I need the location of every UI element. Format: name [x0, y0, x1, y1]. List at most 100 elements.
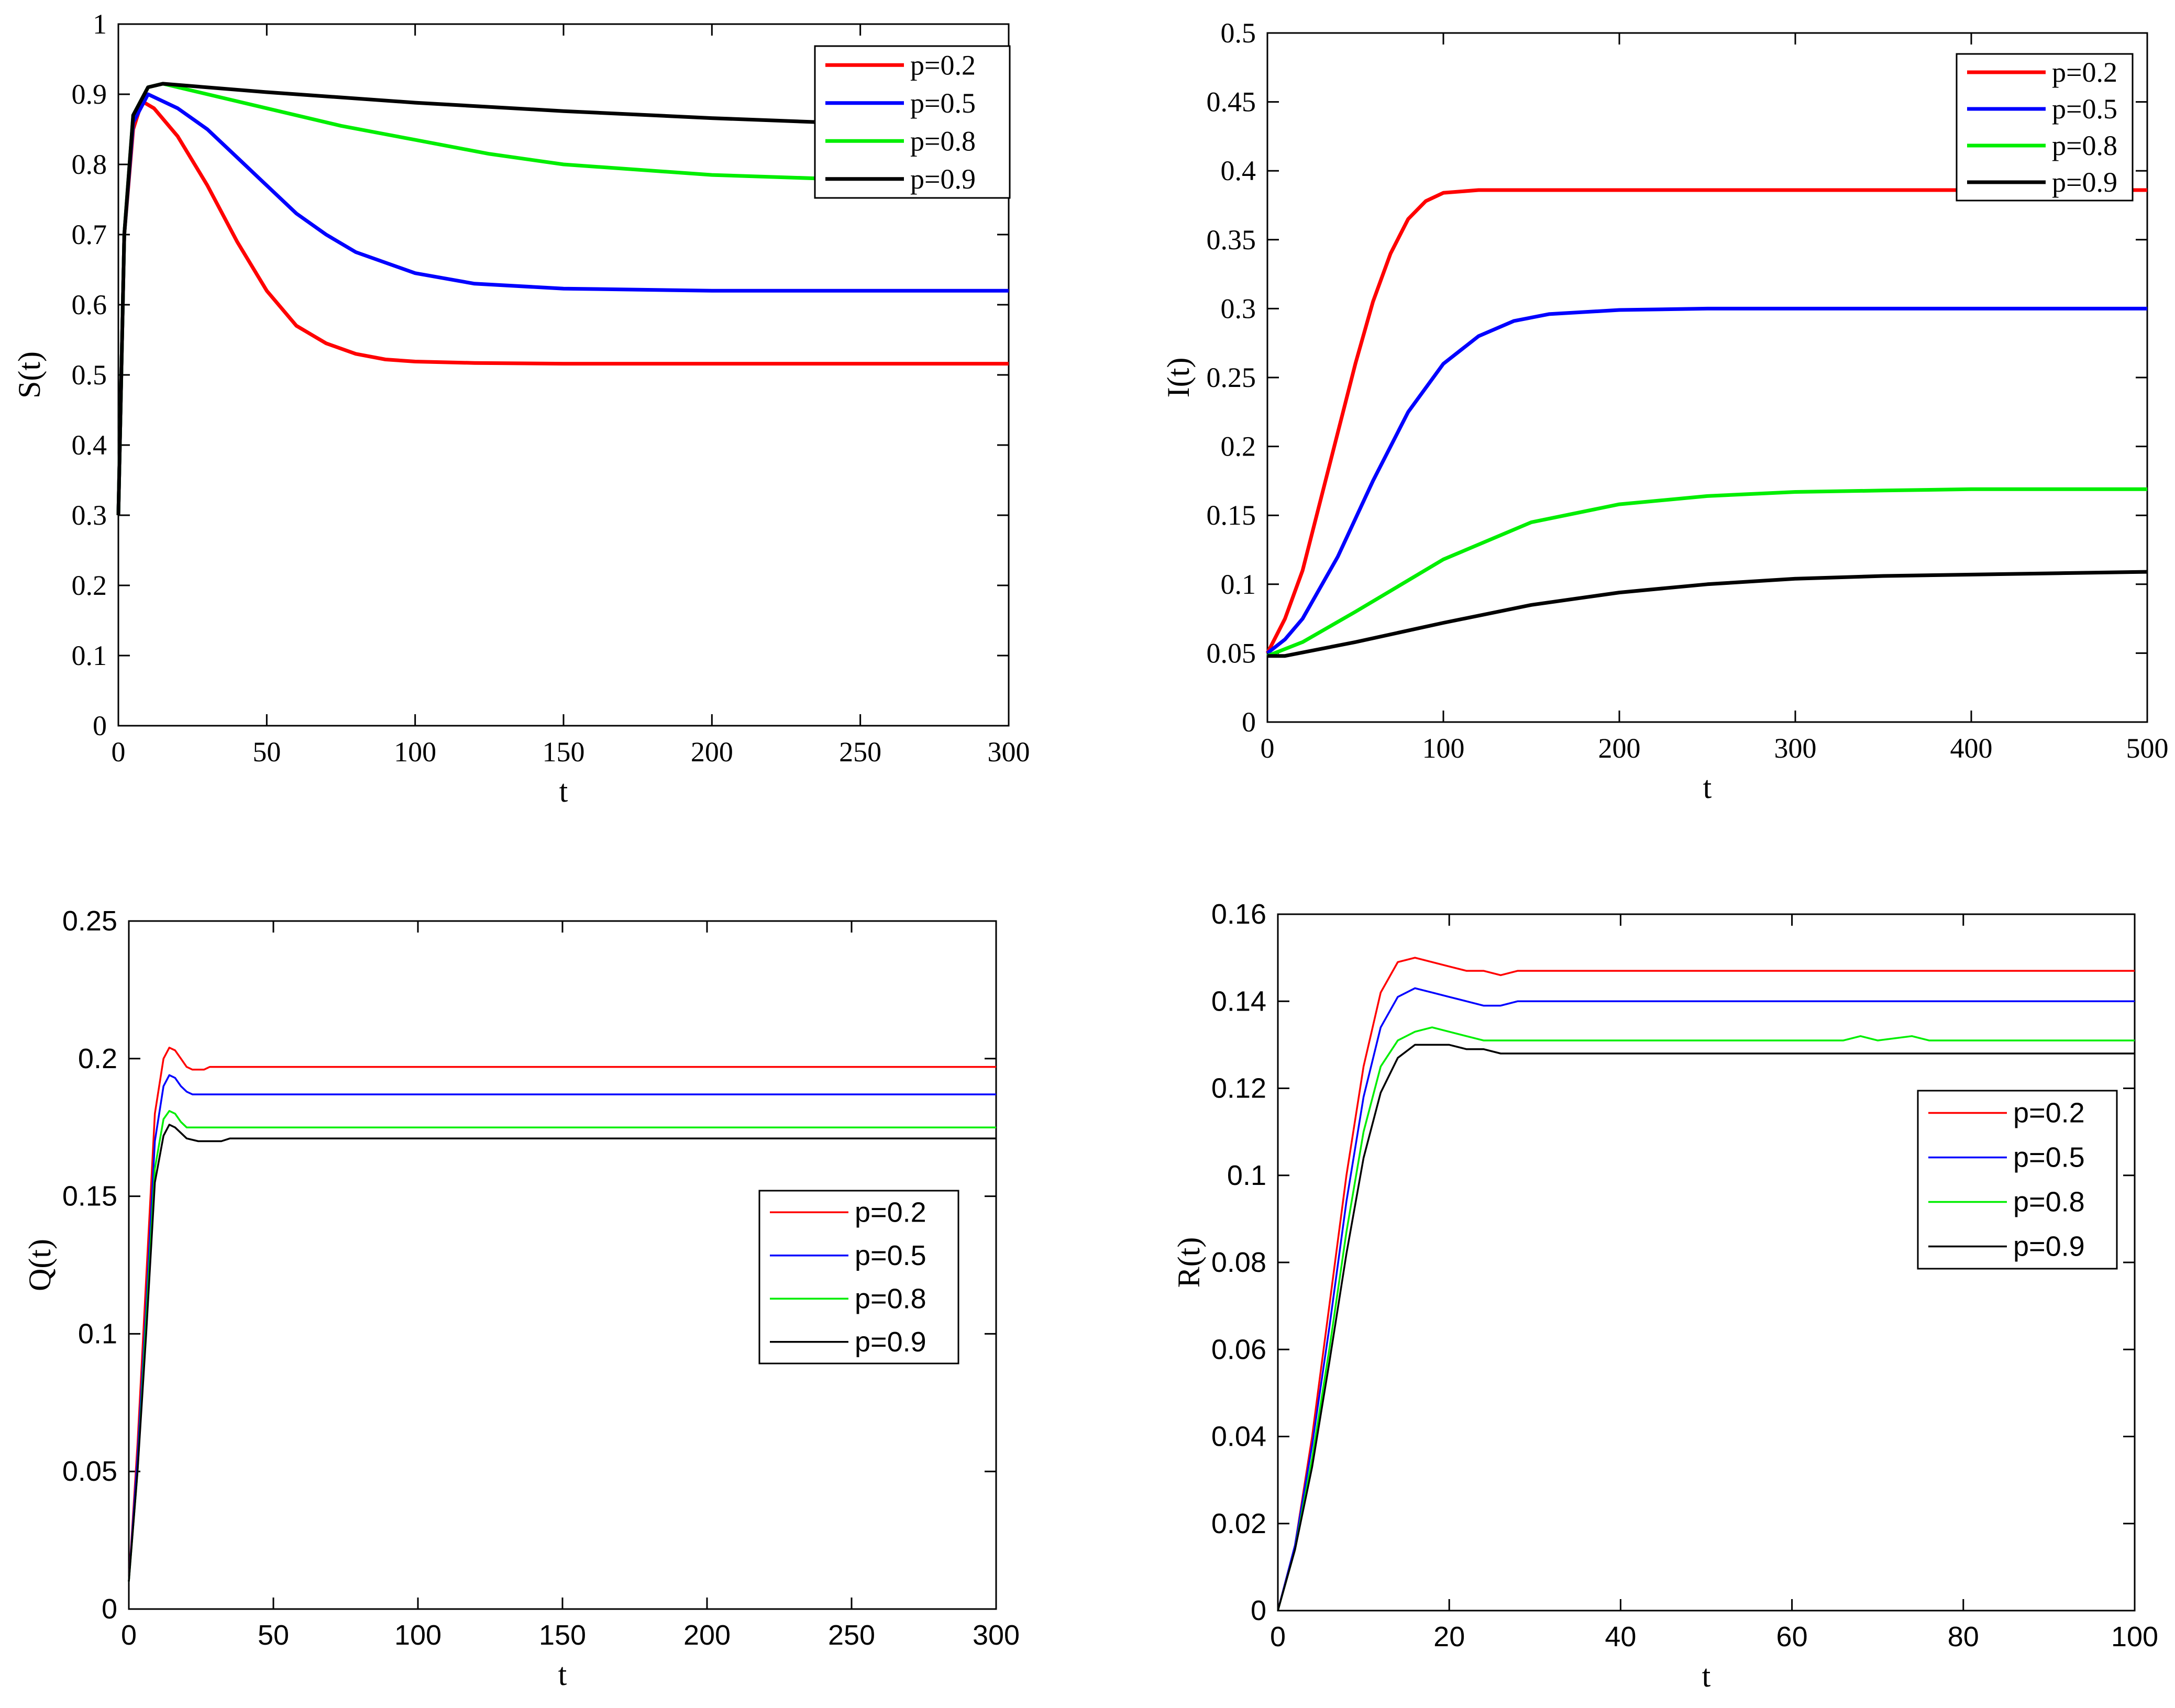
y-tick-label: 0.05	[62, 1456, 117, 1487]
legend-label: p=0.9	[2013, 1231, 2085, 1262]
y-tick-label: 0.1	[78, 1318, 117, 1349]
y-tick-label: 0.1	[72, 640, 107, 671]
chart-top-right: 0 100 200 300 400 500 0 0.05 0.1 0.15 0.2 0.25 0.3 0.…	[1161, 17, 2169, 805]
y-tick-label: 0	[1242, 706, 1256, 738]
y-tick-label: 0.16	[1211, 899, 1266, 930]
series-line-p09	[128, 1124, 996, 1582]
x-tick-label: 300	[1774, 733, 1817, 764]
y-tick-label: 0.5	[72, 359, 107, 391]
x-axis-label: t	[558, 1657, 567, 1692]
series-line-p02	[1265, 188, 2147, 654]
x-axis-label: t	[1703, 770, 1712, 805]
legend-label: p=0.2	[855, 1196, 926, 1228]
legend: p=0.2 p=0.5 p=0.8 p=0.9	[1917, 1090, 2118, 1270]
series-line-p08	[1266, 487, 2147, 658]
x-axis-label: t	[559, 774, 568, 808]
chart-bottom-right: 0 20 40 60 80 100 0 0.02 0.04 0.06 0.08 0.1 0.12 0.14…	[1172, 899, 2158, 1693]
x-tick-label: 200	[691, 736, 733, 768]
y-tick-label: 0.05	[1207, 637, 1256, 669]
legend-label: p=0.5	[2052, 93, 2117, 125]
x-tick-label: 40	[1605, 1621, 1636, 1652]
legend-label: p=0.8	[855, 1283, 926, 1314]
y-tick-label: 0.02	[1211, 1508, 1266, 1539]
y-axis-label: R(t)	[1172, 1237, 1206, 1288]
x-tick-label: 250	[828, 1620, 875, 1651]
y-tick-label: 0.3	[72, 500, 107, 531]
y-tick-label: 0.6	[72, 289, 107, 320]
series-line-p05	[1266, 306, 2147, 655]
series-line-p09	[116, 82, 1009, 516]
y-tick-label: 0.1	[1221, 569, 1256, 600]
y-tick-label: 0.08	[1211, 1247, 1266, 1278]
y-tick-label: 0.8	[72, 149, 107, 180]
y-tick-label: 0.15	[62, 1181, 117, 1212]
y-tick-label: 0	[1251, 1595, 1266, 1626]
x-tick-label: 50	[258, 1620, 289, 1651]
legend-label: p=0.2	[910, 49, 976, 81]
y-tick-label: 0.14	[1211, 985, 1266, 1017]
legend-label: p=0.5	[2013, 1142, 2085, 1173]
x-tick-label: 300	[988, 736, 1030, 768]
x-tick-label: 300	[973, 1620, 1020, 1651]
y-tick-label: 0.9	[72, 79, 107, 110]
x-tick-label: 50	[252, 736, 281, 768]
x-tick-label: 0	[1270, 1621, 1286, 1652]
x-axis-label: t	[1702, 1659, 1711, 1693]
series-line-p05	[128, 1074, 996, 1582]
x-tick-label: 0	[121, 1620, 137, 1651]
y-tick-label: 0.25	[1207, 362, 1256, 393]
series-line-p02	[128, 1047, 996, 1582]
y-tick-label: 0	[102, 1593, 117, 1625]
y-tick-label: 0.15	[1207, 500, 1256, 531]
y-tick-label: 0.4	[1221, 155, 1256, 186]
x-tick-label: 20	[1433, 1621, 1465, 1652]
legend-label: p=0.9	[2052, 167, 2117, 198]
y-tick-label: 0.7	[72, 219, 107, 250]
y-tick-label: 0.45	[1207, 86, 1256, 118]
y-tick-label: 0.04	[1211, 1421, 1266, 1452]
y-axis-label: S(t)	[12, 351, 47, 398]
legend-box	[758, 1190, 959, 1365]
series-line-p08	[1277, 1026, 2135, 1611]
legend-label: p=0.8	[2013, 1186, 2085, 1218]
y-tick-label: 0.3	[1221, 293, 1256, 324]
series-line-p09	[1267, 570, 2148, 658]
x-tick-label: 150	[543, 736, 585, 768]
y-tick-label: 0.1	[1227, 1160, 1266, 1191]
legend-label: p=0.8	[910, 125, 976, 157]
legend-label: p=0.5	[910, 87, 976, 119]
y-tick-label: 0.06	[1211, 1334, 1266, 1365]
legend-box	[1917, 1090, 2118, 1270]
series-line-p05	[116, 92, 1009, 516]
x-tick-label: 150	[539, 1620, 586, 1651]
x-tick-label: 200	[683, 1620, 731, 1651]
legend: p=0.2 p=0.5 p=0.8 p=0.9	[814, 45, 1011, 199]
y-tick-label: 0.2	[72, 570, 107, 601]
chart-bottom-left: 0 50 100 150 200 250 300 0 0.05 0.1 0.15 0.2 0.25 t Q(…	[23, 905, 1020, 1692]
x-tick-label: 60	[1776, 1621, 1808, 1652]
x-tick-label: 100	[394, 1620, 441, 1651]
x-tick-label: 250	[839, 736, 881, 768]
x-tick-label: 100	[394, 736, 436, 768]
legend-label: p=0.9	[910, 163, 976, 195]
y-tick-label: 0.2	[1221, 431, 1256, 462]
legend-box	[1956, 53, 2134, 202]
chart-top-left: 0 50 100 150 200 250 300 0 0.1 0.2 0.3 0.4 0.5 0.6 0.7…	[12, 8, 1030, 808]
y-tick-label: 0.25	[62, 905, 117, 937]
x-tick-label: 100	[2111, 1621, 2158, 1652]
series-line-p09	[1277, 1044, 2135, 1611]
legend: p=0.2 p=0.5 p=0.8 p=0.9	[1956, 53, 2134, 202]
legend-label: p=0.9	[855, 1326, 926, 1358]
x-tick-label: 0	[112, 736, 126, 768]
x-tick-label: 500	[2126, 733, 2169, 764]
y-tick-label: 0	[93, 710, 107, 741]
y-tick-label: 0.5	[1221, 17, 1256, 49]
x-tick-label: 200	[1598, 733, 1641, 764]
y-tick-label: 0.12	[1211, 1073, 1266, 1104]
legend-label: p=0.5	[855, 1240, 926, 1271]
series-line-p02	[1277, 957, 2135, 1611]
x-tick-label: 80	[1948, 1621, 1979, 1652]
x-tick-label: 0	[1261, 733, 1275, 764]
series-line-p05	[1277, 987, 2135, 1611]
